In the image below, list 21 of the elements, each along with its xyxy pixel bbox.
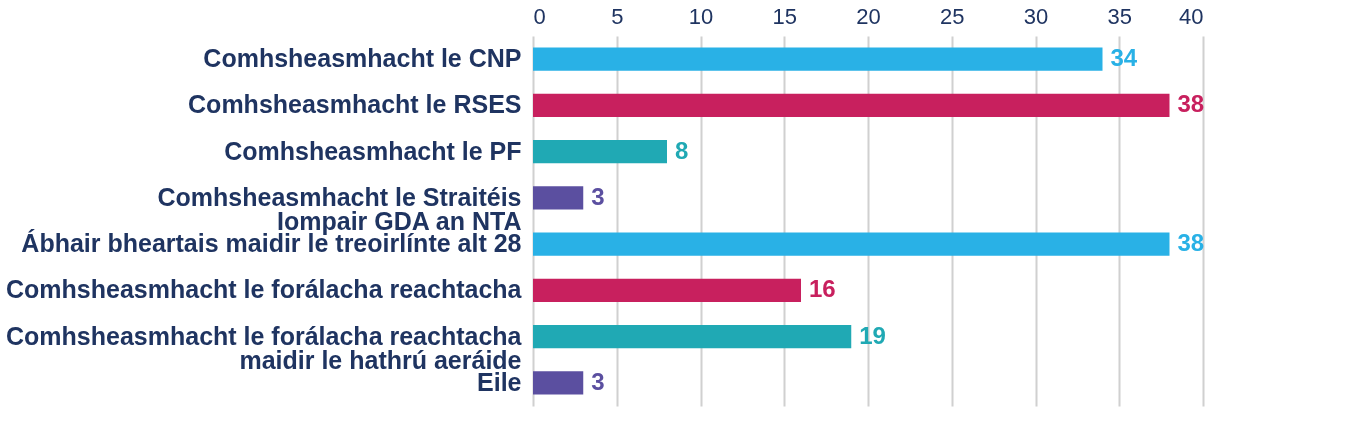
x-tick-label: 40: [1179, 3, 1204, 29]
x-tick-label: 5: [611, 3, 624, 29]
data-label: 38: [1177, 229, 1205, 257]
x-tick-label: 20: [856, 3, 881, 29]
y-tick-label: Comhsheasmhacht le RSES: [188, 90, 522, 119]
data-label: 19: [859, 321, 886, 349]
data-label: 8: [675, 136, 689, 164]
data-label: 38: [1177, 90, 1205, 118]
data-label: 3: [591, 367, 605, 395]
data-label: 34: [1110, 44, 1138, 72]
x-tick-label: 15: [772, 3, 797, 29]
y-tick-label: Comhsheasmhacht le CNP: [203, 44, 522, 73]
x-tick-label: 35: [1107, 3, 1132, 29]
x-tick-label: 30: [1023, 3, 1049, 29]
y-tick-label: Comhsheasmhacht le PF: [224, 136, 522, 165]
data-label: 3: [591, 182, 605, 210]
x-tick-label: 25: [940, 3, 965, 29]
data-label: 16: [809, 275, 836, 303]
x-tick-label: 0: [533, 3, 546, 29]
y-tick-label: Comhsheasmhacht le forálacha reachtacha: [6, 275, 523, 304]
x-tick-label: 10: [688, 3, 714, 29]
